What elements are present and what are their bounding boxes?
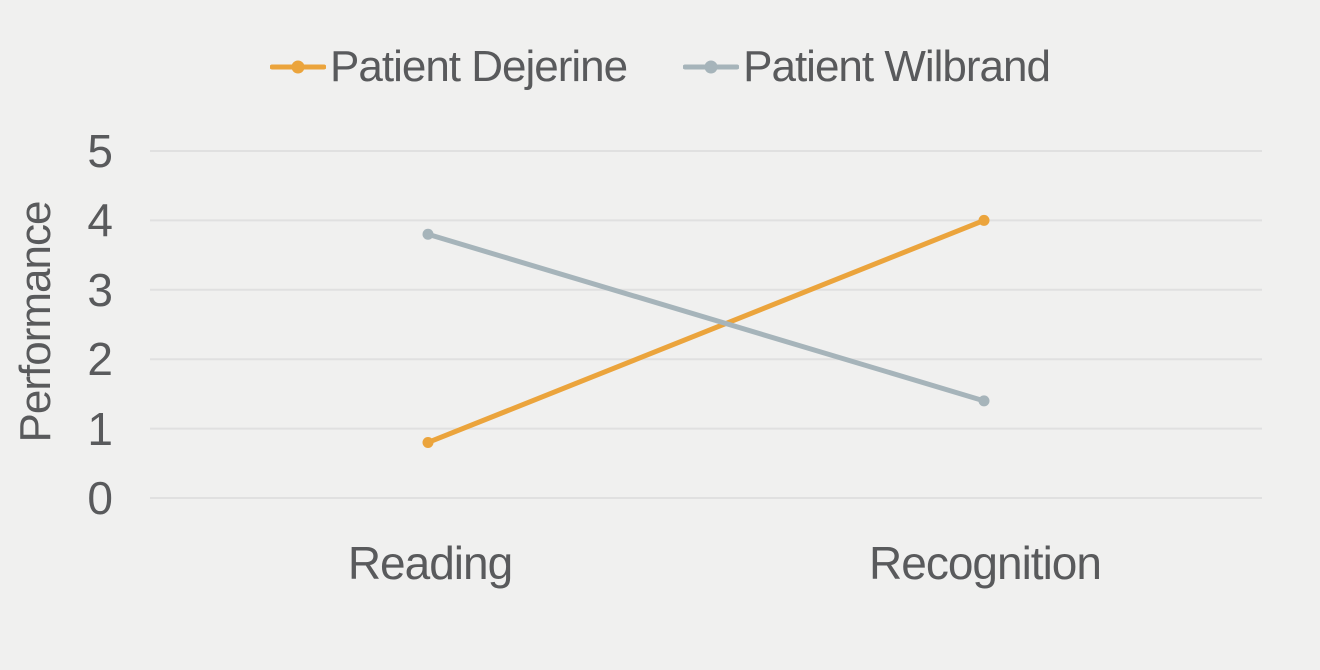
y-tick-label: 5 bbox=[87, 125, 113, 177]
legend: Patient Dejerine Patient Wilbrand bbox=[0, 42, 1320, 92]
y-tick-label: 4 bbox=[87, 194, 113, 246]
data-point bbox=[422, 436, 434, 448]
series-line-1 bbox=[425, 231, 987, 404]
y-tick-label: 0 bbox=[87, 472, 113, 524]
x-category-label: Reading bbox=[347, 537, 513, 589]
y-tick-label: 3 bbox=[87, 264, 113, 316]
data-point bbox=[978, 214, 990, 226]
y-tick-label: 2 bbox=[87, 333, 113, 385]
y-tick-label: 1 bbox=[87, 403, 113, 455]
data-point bbox=[978, 395, 990, 407]
legend-item-patient-wilbrand[interactable]: Patient Wilbrand bbox=[683, 42, 1051, 92]
legend-label: Patient Wilbrand bbox=[743, 42, 1051, 91]
line-marker-icon bbox=[270, 60, 327, 74]
legend-item-patient-dejerine[interactable]: Patient Dejerine bbox=[270, 42, 628, 92]
series-line-0 bbox=[425, 217, 987, 445]
x-category-label: Recognition bbox=[869, 537, 1102, 589]
data-point bbox=[422, 228, 434, 240]
legend-label: Patient Dejerine bbox=[330, 42, 628, 91]
line-marker-icon bbox=[683, 60, 740, 74]
